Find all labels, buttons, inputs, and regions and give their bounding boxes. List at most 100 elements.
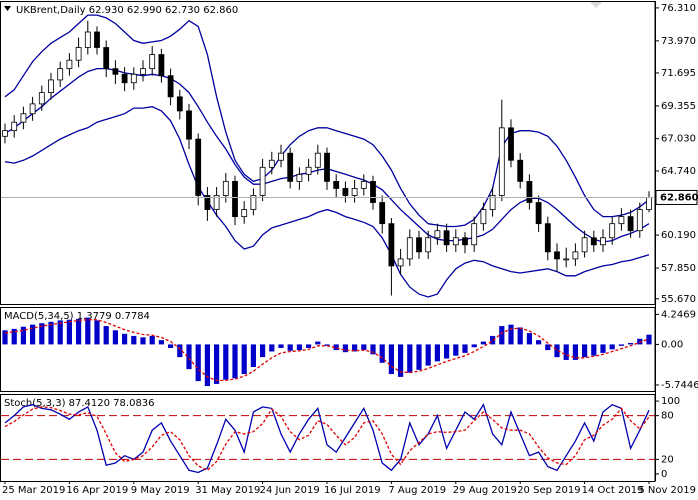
candle-body — [195, 138, 202, 196]
candle-body — [167, 75, 174, 98]
candle-body — [305, 166, 312, 175]
macd-signal — [4, 319, 650, 382]
macd-bar — [361, 344, 367, 351]
macd-bar — [20, 326, 26, 345]
menu-arrow[interactable] — [4, 6, 11, 11]
x-tick-label: 16 Jul 2019 — [324, 485, 381, 496]
macd-bar — [352, 344, 358, 352]
macd-bar — [287, 344, 293, 351]
candle-body — [176, 96, 183, 112]
macd-bar — [407, 344, 413, 373]
macd-bar — [241, 344, 247, 375]
macd-bar — [177, 344, 183, 358]
candle-body — [333, 180, 340, 189]
macd-bar — [315, 341, 321, 345]
macd-bar — [122, 333, 128, 345]
macd-bar — [204, 344, 210, 387]
last-price-label: 62.860 — [660, 192, 698, 203]
candle-body — [581, 237, 588, 253]
macd-bar — [112, 330, 118, 345]
candle-body — [563, 258, 570, 261]
candle-body — [94, 31, 100, 48]
stoch-main — [4, 403, 650, 474]
candle-body — [627, 216, 634, 232]
candle-body — [121, 73, 128, 84]
candle-body — [618, 216, 625, 225]
y-tick-label: 64.740 — [661, 166, 696, 177]
candle-body — [609, 223, 616, 239]
macd-bar — [30, 324, 36, 345]
macd-bar — [480, 341, 486, 345]
macd-bar — [158, 340, 164, 345]
candle-body — [590, 237, 597, 246]
candle-body — [498, 127, 505, 196]
candle-body — [508, 127, 514, 161]
macd-bar — [131, 335, 137, 345]
macd-bar — [94, 320, 100, 345]
macd-bar — [572, 344, 578, 360]
x-tick-label: 20 Sep 2019 — [517, 485, 580, 496]
macd-bar — [425, 344, 431, 366]
y-tick-label: 4.2469 — [661, 309, 696, 320]
candle-body — [232, 180, 238, 218]
x-tick-label: 5 Nov 2019 — [638, 485, 696, 496]
y-tick-label: 71.695 — [661, 68, 696, 79]
candle-body — [342, 188, 349, 196]
candle-body — [462, 237, 468, 246]
candle-body — [517, 159, 524, 182]
pane-title: UKBrent,Daily 62.930 62.990 62.730 62.86… — [16, 5, 238, 16]
bollinger-band — [4, 106, 650, 298]
candle-body — [434, 230, 441, 239]
candle-body — [241, 209, 248, 218]
macd-bar — [149, 335, 155, 345]
candle-body — [186, 110, 192, 140]
macd-bar — [471, 344, 477, 348]
macd-bar — [582, 344, 588, 358]
y-tick-label: 73.970 — [661, 36, 696, 47]
scroll-marker — [589, 1, 603, 8]
y-tick-label: 80 — [661, 411, 674, 422]
candle-body — [38, 92, 45, 105]
macd-bar — [591, 344, 597, 356]
candle-body — [600, 237, 606, 246]
stoch-signal — [4, 406, 650, 472]
candle-body — [213, 195, 220, 210]
candle-body — [158, 54, 165, 77]
macd-bar — [296, 344, 302, 351]
y-tick-label: 69.355 — [661, 101, 696, 112]
candle-body — [57, 68, 64, 81]
pane-title: MACD(5,34,5) 1.3779 0.7784 — [4, 311, 150, 322]
macd-bar — [370, 344, 376, 355]
macd-bar — [526, 333, 532, 345]
macd-bar — [508, 324, 514, 345]
candle-body — [572, 251, 579, 260]
macd-bar — [140, 337, 146, 345]
candle-body — [351, 188, 358, 196]
macd-bar — [168, 344, 174, 348]
candle-body — [130, 73, 137, 84]
candle-body — [636, 209, 643, 232]
candle-body — [314, 152, 321, 168]
x-tick-label: 16 Apr 2019 — [66, 485, 128, 496]
macd-bar — [342, 344, 348, 353]
y-tick-label: 100 — [661, 396, 680, 407]
macd-bar — [269, 344, 275, 352]
x-tick-label: 31 May 2019 — [195, 485, 260, 496]
candle-body — [29, 103, 36, 115]
macd-bar — [517, 327, 523, 345]
candle-body — [452, 237, 459, 246]
bollinger-band — [4, 14, 650, 228]
macd-bar — [499, 326, 505, 345]
candle-body — [250, 195, 257, 210]
y-tick-label: 0.00 — [661, 339, 683, 350]
candle-body — [554, 251, 560, 260]
macd-bar — [85, 317, 91, 345]
y-tick-label: 0 — [661, 469, 667, 480]
macd-bar — [609, 344, 615, 350]
candle-body — [360, 180, 367, 189]
macd-bar — [379, 344, 385, 363]
macd-bar — [628, 343, 634, 345]
macd-bar — [232, 344, 238, 379]
candle-body — [103, 47, 110, 70]
